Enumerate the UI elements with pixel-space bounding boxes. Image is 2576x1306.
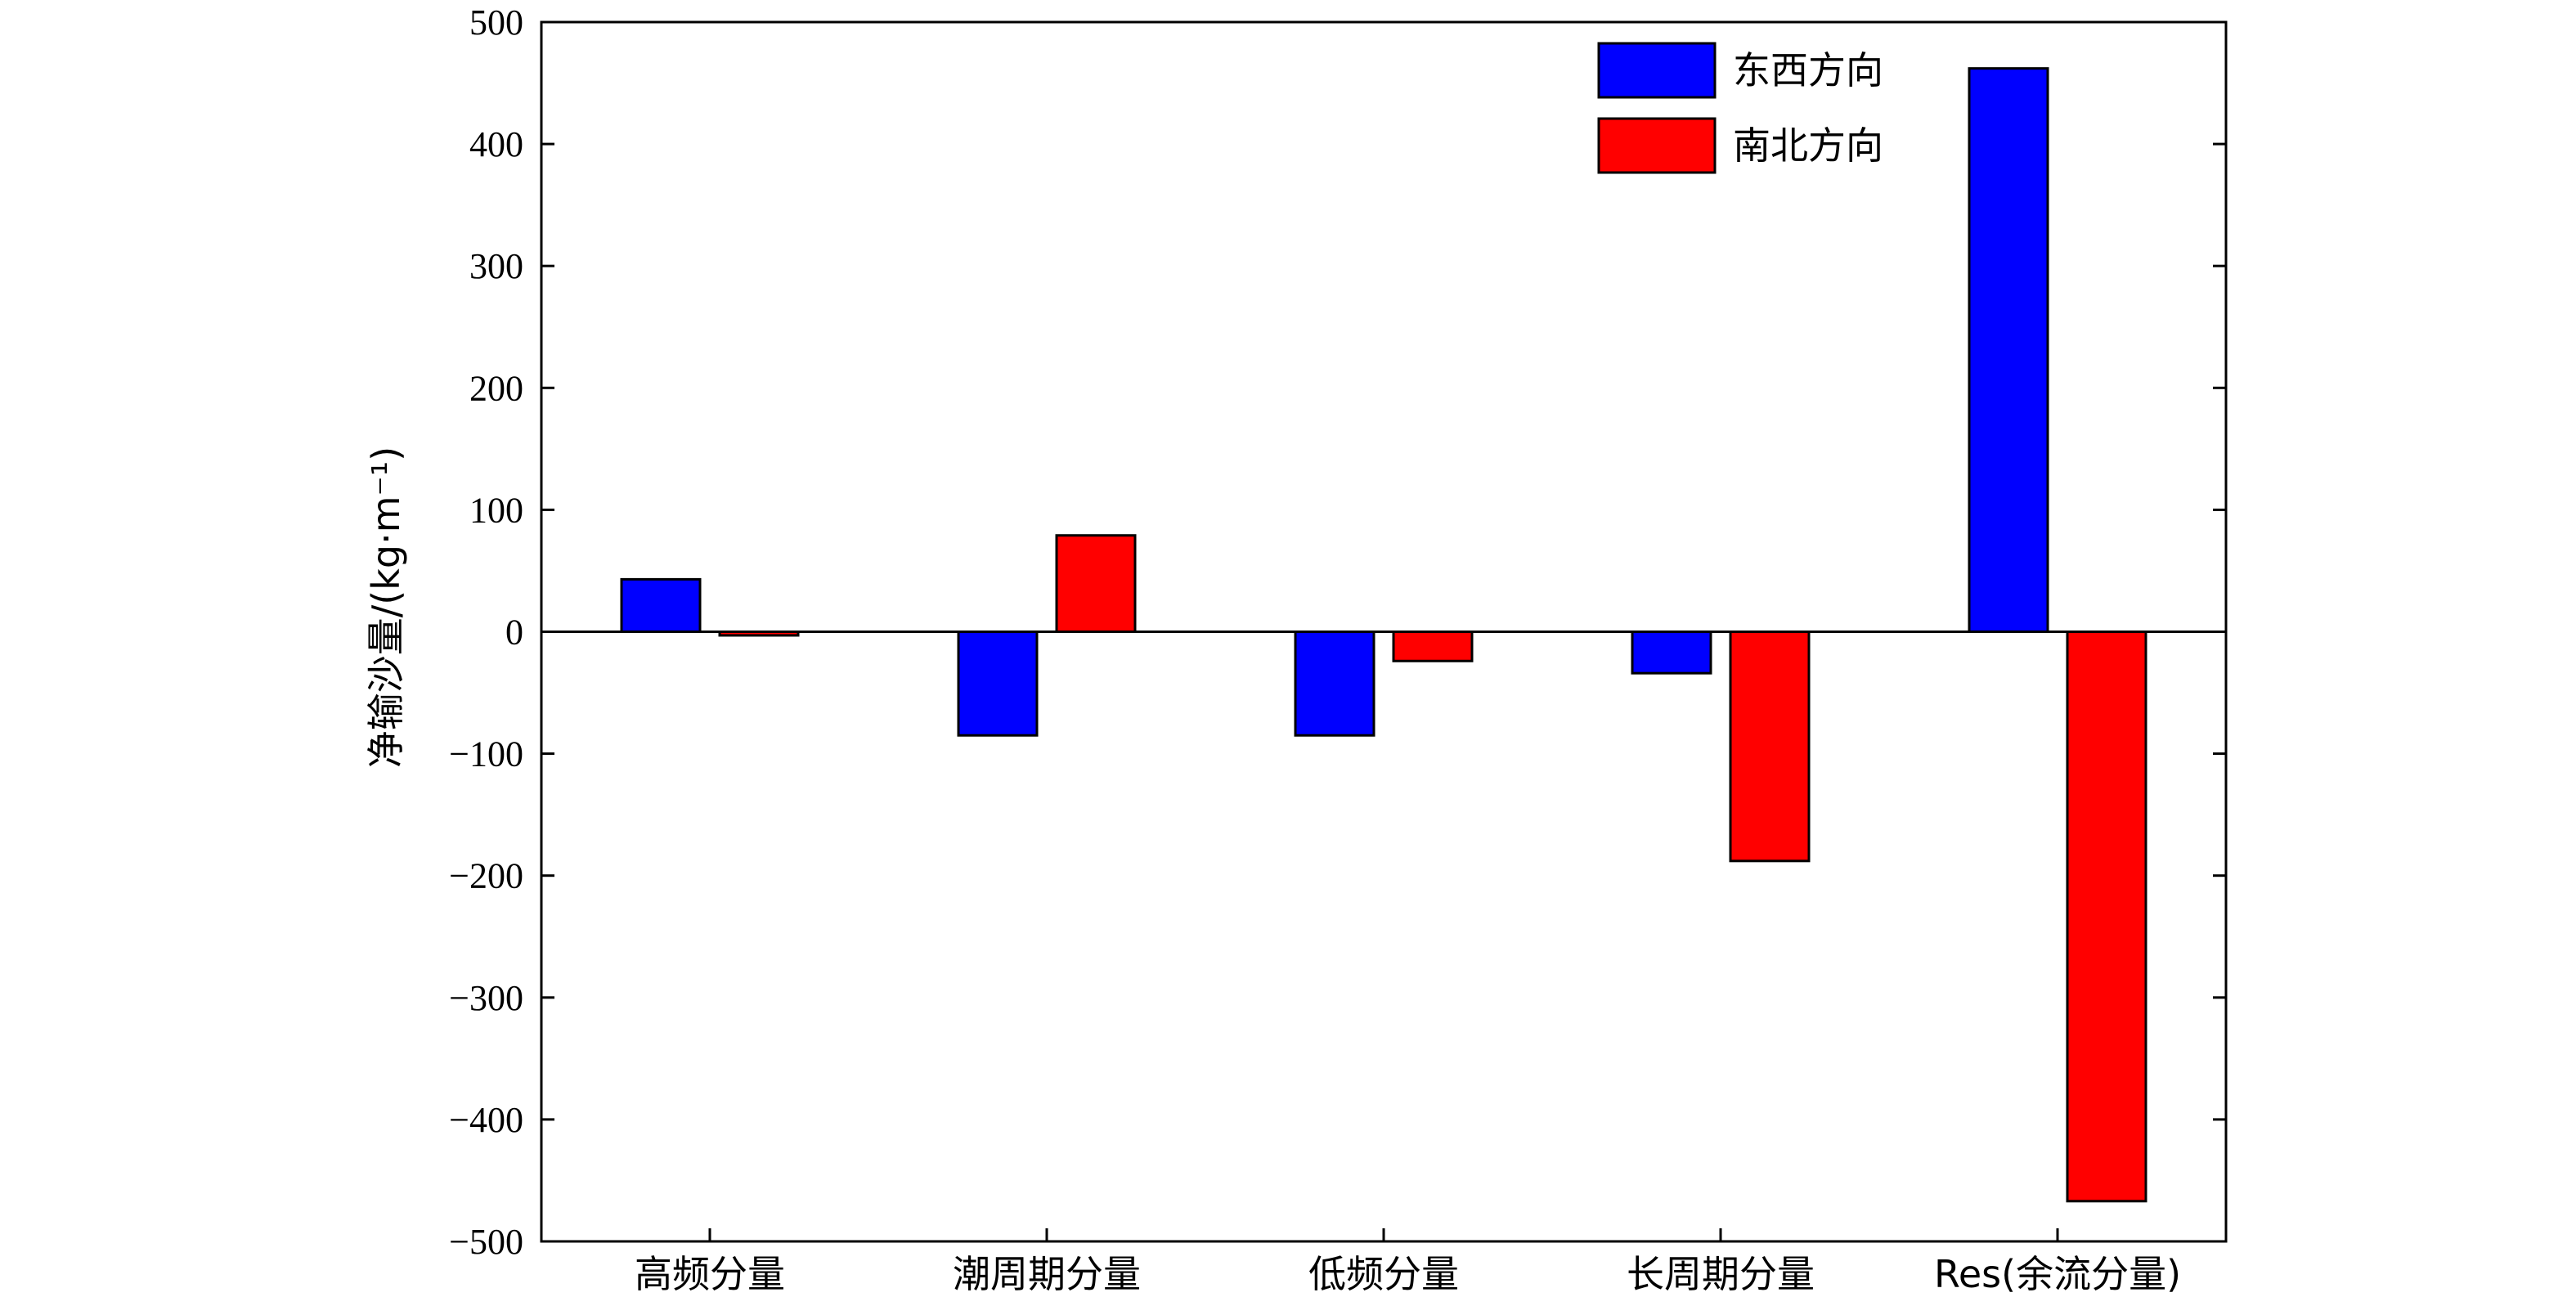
bar-series-0-category-0 bbox=[620, 577, 702, 634]
y-tick-label: 100 bbox=[469, 490, 523, 530]
bar-series-0-category-2 bbox=[1294, 631, 1376, 737]
y-tick-label: −100 bbox=[449, 734, 523, 774]
x-tick-label: Res(余流分量) bbox=[1934, 1252, 2181, 1296]
y-tick-label: 500 bbox=[469, 2, 523, 43]
legend-swatch-north-south bbox=[1597, 117, 1717, 174]
x-tick-label: 低频分量 bbox=[1308, 1252, 1459, 1296]
bar-series-0-category-3 bbox=[1631, 631, 1712, 675]
y-ticks-group: 500 400 300 200 100 0 −100 −200 −300 −400 −500 bbox=[449, 2, 2226, 1262]
bars-group bbox=[620, 67, 2147, 1203]
bar-series-1-category-3 bbox=[1729, 631, 1811, 863]
x-tick-label: 高频分量 bbox=[635, 1252, 785, 1296]
y-tick-label: 400 bbox=[469, 124, 523, 164]
y-tick-label: 300 bbox=[469, 246, 523, 286]
x-tick-label: 潮周期分量 bbox=[953, 1252, 1141, 1296]
bar-series-1-category-4 bbox=[2066, 631, 2147, 1203]
bar-series-1-category-1 bbox=[1055, 534, 1137, 633]
legend: 东西方向 南北方向 bbox=[1597, 42, 1883, 174]
x-ticks-group: 高频分量 潮周期分量 低频分量 长周期分量 Res(余流分量) bbox=[635, 1228, 2181, 1296]
legend-label-north-south: 南北方向 bbox=[1733, 123, 1883, 168]
legend-swatch-east-west bbox=[1597, 42, 1717, 99]
y-tick-label: −300 bbox=[449, 978, 523, 1018]
bar-series-1-category-2 bbox=[1392, 631, 1474, 662]
x-tick-label: 长周期分量 bbox=[1627, 1252, 1815, 1296]
y-tick-label: −500 bbox=[449, 1222, 523, 1262]
bar-series-0-category-1 bbox=[957, 631, 1039, 737]
y-axis-title-group: 净输沙量/(kg·m⁻¹) bbox=[364, 447, 408, 768]
legend-label-east-west: 东西方向 bbox=[1733, 48, 1883, 92]
y-tick-label: 200 bbox=[469, 368, 523, 408]
y-tick-label: 0 bbox=[505, 613, 523, 653]
bar-series-0-category-4 bbox=[1968, 67, 2049, 633]
y-tick-label: −400 bbox=[449, 1100, 523, 1140]
y-axis-title: 净输沙量/(kg·m⁻¹) bbox=[364, 447, 408, 768]
y-tick-label: −200 bbox=[449, 856, 523, 896]
